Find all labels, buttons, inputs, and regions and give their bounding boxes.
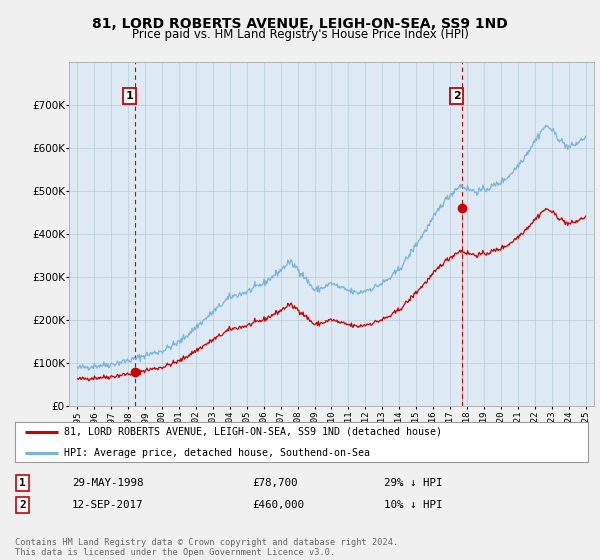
Text: 81, LORD ROBERTS AVENUE, LEIGH-ON-SEA, SS9 1ND (detached house): 81, LORD ROBERTS AVENUE, LEIGH-ON-SEA, S… <box>64 427 442 437</box>
Text: Contains HM Land Registry data © Crown copyright and database right 2024.
This d: Contains HM Land Registry data © Crown c… <box>15 538 398 557</box>
Text: 81, LORD ROBERTS AVENUE, LEIGH-ON-SEA, SS9 1ND: 81, LORD ROBERTS AVENUE, LEIGH-ON-SEA, S… <box>92 17 508 31</box>
Text: 29% ↓ HPI: 29% ↓ HPI <box>384 478 443 488</box>
Text: 2: 2 <box>19 500 26 510</box>
Text: 2: 2 <box>453 91 461 101</box>
Text: 1: 1 <box>19 478 26 488</box>
Text: HPI: Average price, detached house, Southend-on-Sea: HPI: Average price, detached house, Sout… <box>64 448 370 458</box>
Text: £460,000: £460,000 <box>252 500 304 510</box>
Text: 29-MAY-1998: 29-MAY-1998 <box>72 478 143 488</box>
Text: 1: 1 <box>126 91 134 101</box>
Text: 10% ↓ HPI: 10% ↓ HPI <box>384 500 443 510</box>
Text: 12-SEP-2017: 12-SEP-2017 <box>72 500 143 510</box>
Text: Price paid vs. HM Land Registry's House Price Index (HPI): Price paid vs. HM Land Registry's House … <box>131 28 469 41</box>
Text: £78,700: £78,700 <box>252 478 298 488</box>
